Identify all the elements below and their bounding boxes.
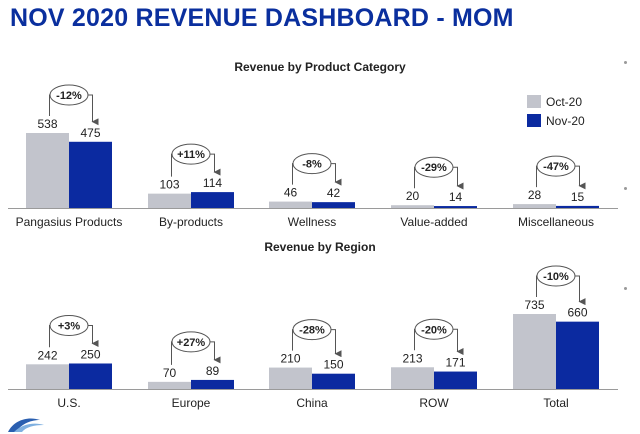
chart-title: Revenue by Product Category xyxy=(234,60,406,74)
bar-oct-20 xyxy=(26,364,69,389)
legend-label: Oct-20 xyxy=(546,95,582,109)
change-label: -28% xyxy=(299,325,325,337)
category-label: Europe xyxy=(172,396,211,410)
page-title: NOV 2020 REVENUE DASHBOARD - MOM xyxy=(10,4,514,32)
data-label: 14 xyxy=(449,190,463,204)
data-label: 660 xyxy=(567,306,587,320)
slide-bullet xyxy=(624,287,627,290)
change-oval xyxy=(536,265,576,287)
change-label: -10% xyxy=(543,271,569,283)
bar-oct-20 xyxy=(148,381,191,389)
change-label: +27% xyxy=(177,337,206,349)
data-label: 735 xyxy=(524,298,544,312)
chart-title: Revenue by Region xyxy=(264,240,375,254)
change-oval xyxy=(49,84,89,106)
bar-oct-20 xyxy=(269,201,312,208)
data-label: 538 xyxy=(37,117,57,131)
change-label: -29% xyxy=(421,162,447,174)
category-label: Value-added xyxy=(400,215,467,229)
bar-nov-20 xyxy=(556,205,599,208)
data-label: 42 xyxy=(327,186,341,200)
change-oval xyxy=(414,156,454,178)
category-label: Wellness xyxy=(288,215,336,229)
data-label: 89 xyxy=(206,364,220,378)
bar-oct-20 xyxy=(148,193,191,208)
legend-label: Nov-20 xyxy=(546,114,585,128)
data-label: 213 xyxy=(402,351,422,365)
category-label: Pangasius Products xyxy=(16,215,123,229)
change-oval xyxy=(171,143,211,165)
bar-nov-20 xyxy=(312,202,355,208)
change-label: -12% xyxy=(56,90,82,102)
data-label: 28 xyxy=(528,188,542,202)
legend-swatch xyxy=(527,95,541,108)
data-label: 210 xyxy=(280,352,300,366)
data-label: 475 xyxy=(80,126,100,140)
category-label: ROW xyxy=(419,396,449,410)
bar-nov-20 xyxy=(69,363,112,389)
bar-nov-20 xyxy=(556,321,599,389)
category-label: Total xyxy=(543,396,568,410)
bar-nov-20 xyxy=(312,373,355,389)
change-label: +11% xyxy=(177,149,205,161)
data-label: 20 xyxy=(406,189,420,203)
data-label: 114 xyxy=(203,176,222,190)
slide-bullet xyxy=(624,61,627,64)
bar-oct-20 xyxy=(26,133,69,208)
change-oval xyxy=(536,155,576,177)
change-oval xyxy=(49,314,89,336)
category-label: U.S. xyxy=(57,396,80,410)
data-label: 171 xyxy=(445,356,465,370)
legend-swatch xyxy=(527,114,541,127)
change-oval xyxy=(171,331,211,353)
data-label: 103 xyxy=(159,178,179,192)
data-label: 242 xyxy=(37,348,57,362)
bar-nov-20 xyxy=(434,206,477,208)
bar-oct-20 xyxy=(513,314,556,389)
category-label: By-products xyxy=(159,215,223,229)
bar-nov-20 xyxy=(69,141,112,208)
change-label: -8% xyxy=(302,159,322,171)
bar-nov-20 xyxy=(191,192,234,208)
company-logo xyxy=(8,418,44,432)
data-label: 150 xyxy=(323,358,343,372)
bar-oct-20 xyxy=(391,367,434,389)
category-label: Miscellaneous xyxy=(518,215,594,229)
change-label: -20% xyxy=(421,324,447,336)
change-oval xyxy=(292,153,332,175)
change-oval xyxy=(414,318,454,340)
bar-nov-20 xyxy=(434,371,477,389)
change-label: -47% xyxy=(543,161,569,173)
data-label: 46 xyxy=(284,186,298,200)
slide-bullet xyxy=(624,187,627,190)
bar-nov-20 xyxy=(191,379,234,389)
change-oval xyxy=(292,319,332,341)
bar-oct-20 xyxy=(269,367,312,389)
data-label: 250 xyxy=(80,347,100,361)
bar-oct-20 xyxy=(513,204,556,208)
category-label: China xyxy=(296,396,328,410)
bar-oct-20 xyxy=(391,205,434,208)
data-label: 70 xyxy=(163,366,177,380)
data-label: 15 xyxy=(571,190,585,204)
change-label: +3% xyxy=(58,320,81,332)
